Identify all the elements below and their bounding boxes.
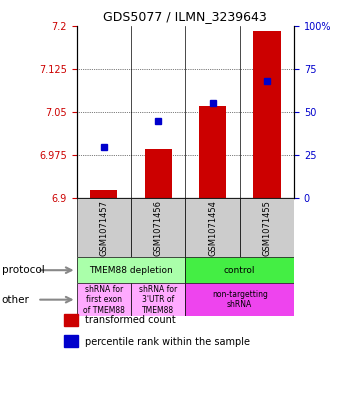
Text: protocol: protocol (2, 265, 45, 275)
Text: other: other (2, 295, 30, 305)
Text: shRNA for
first exon
of TMEM88: shRNA for first exon of TMEM88 (83, 285, 125, 314)
Text: GSM1071455: GSM1071455 (262, 200, 271, 256)
Text: shRNA for
3'UTR of
TMEM88: shRNA for 3'UTR of TMEM88 (139, 285, 177, 314)
Bar (90, 190, 117, 198)
Text: transformed count: transformed count (85, 315, 176, 325)
Text: non-targetting
shRNA: non-targetting shRNA (212, 290, 268, 309)
Bar (131, 283, 185, 316)
Text: percentile rank within the sample: percentile rank within the sample (85, 337, 250, 347)
Text: GSM1071456: GSM1071456 (154, 200, 163, 256)
Bar (76, 283, 131, 316)
Bar (185, 198, 240, 257)
Bar (144, 149, 172, 198)
Title: GDS5077 / ILMN_3239643: GDS5077 / ILMN_3239643 (103, 10, 267, 23)
Bar (185, 283, 294, 316)
Text: GSM1071454: GSM1071454 (208, 200, 217, 256)
Bar (64, 314, 78, 326)
Text: TMEM88 depletion: TMEM88 depletion (89, 266, 173, 275)
Bar (64, 335, 78, 347)
Bar (131, 198, 185, 257)
Bar (253, 31, 280, 198)
Bar (76, 198, 131, 257)
Bar (199, 106, 226, 198)
Bar (76, 257, 185, 283)
Text: control: control (224, 266, 255, 275)
Bar (185, 257, 294, 283)
Bar (240, 198, 294, 257)
Text: GSM1071457: GSM1071457 (99, 200, 108, 256)
